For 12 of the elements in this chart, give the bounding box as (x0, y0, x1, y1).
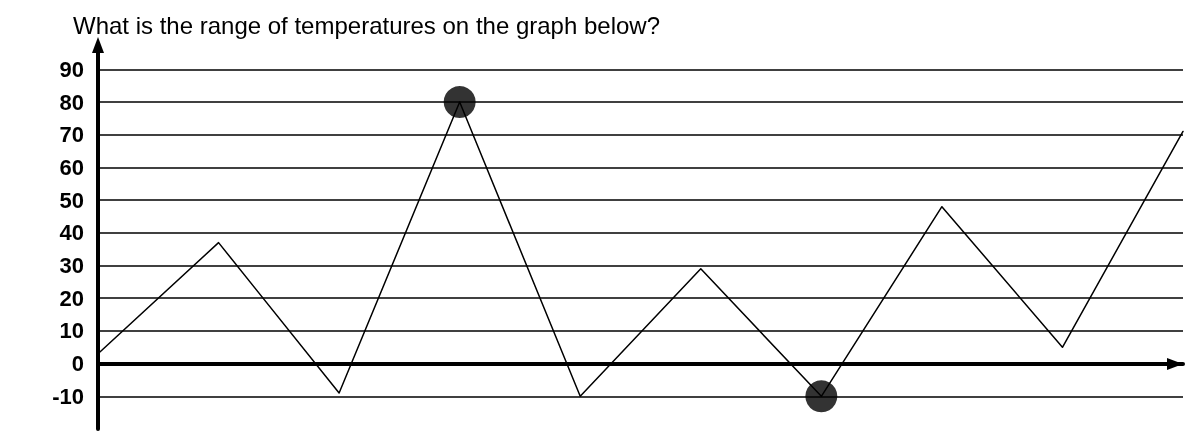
y-tick-label: 90 (59, 56, 84, 82)
y-tick-label: 0 (71, 351, 84, 377)
y-tick-label: 70 (59, 122, 84, 148)
y-tick-label: 20 (59, 285, 84, 311)
y-tick-label: 60 (59, 154, 84, 180)
y-tick-label: 50 (59, 187, 84, 213)
chart-title: What is the range of temperatures on the graph below? (73, 11, 661, 39)
y-tick-label: 30 (59, 253, 84, 279)
y-tick-label: -10 (52, 383, 84, 409)
y-tick-label: 80 (59, 89, 84, 115)
y-tick-label: 10 (59, 318, 84, 344)
y-tick-label: 40 (59, 220, 84, 246)
